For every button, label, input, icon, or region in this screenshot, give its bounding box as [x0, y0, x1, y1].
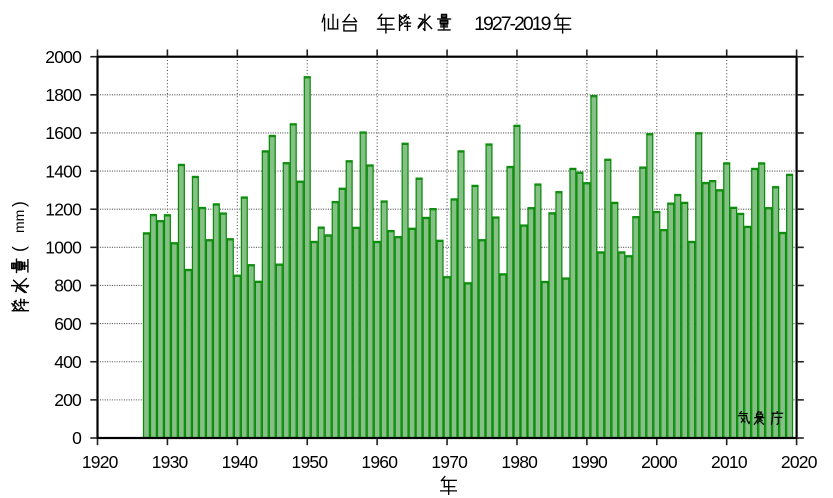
- svg-text:1600: 1600: [45, 123, 82, 143]
- svg-text:800: 800: [54, 276, 82, 296]
- svg-text:1940: 1940: [222, 452, 259, 472]
- svg-text:1930: 1930: [152, 452, 189, 472]
- svg-text:1000: 1000: [45, 238, 82, 258]
- svg-text:mm: mm: [11, 210, 27, 233]
- svg-text:1920: 1920: [82, 452, 119, 472]
- svg-text:): ): [9, 201, 29, 207]
- svg-text:2020: 2020: [781, 452, 818, 472]
- svg-text:1990: 1990: [571, 452, 608, 472]
- svg-text:200: 200: [54, 390, 82, 410]
- svg-text:2010: 2010: [711, 452, 748, 472]
- svg-text:1200: 1200: [45, 199, 82, 219]
- svg-text:1927-2019: 1927-2019: [474, 13, 550, 35]
- svg-text:(: (: [9, 246, 29, 252]
- svg-text:600: 600: [54, 314, 82, 334]
- svg-text:1970: 1970: [431, 452, 468, 472]
- svg-text:400: 400: [54, 352, 82, 372]
- svg-text:2000: 2000: [45, 47, 82, 67]
- svg-text:1960: 1960: [361, 452, 398, 472]
- svg-text:2000: 2000: [641, 452, 678, 472]
- svg-text:1800: 1800: [45, 85, 82, 105]
- svg-text:1980: 1980: [501, 452, 538, 472]
- svg-text:1950: 1950: [292, 452, 329, 472]
- svg-text:1400: 1400: [45, 161, 82, 181]
- svg-text:0: 0: [72, 428, 82, 448]
